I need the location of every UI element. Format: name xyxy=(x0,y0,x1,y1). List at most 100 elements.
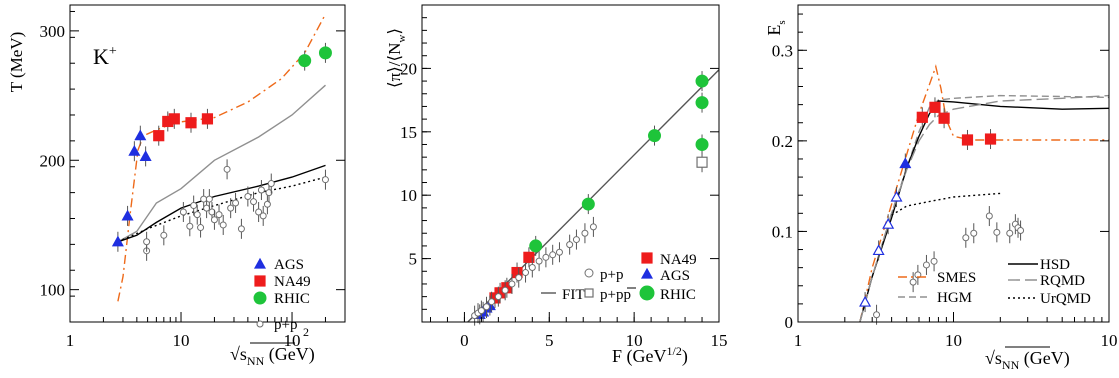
x-axis-label: F (GeV1/2) xyxy=(612,344,688,367)
data-point-pp xyxy=(922,261,930,269)
data-point-pp xyxy=(555,248,563,256)
legend-label-na49: NA49 xyxy=(660,252,697,268)
x-tick-label: 1 xyxy=(794,331,803,350)
legend-marker-pp xyxy=(584,268,594,278)
plot-frame xyxy=(421,4,720,323)
data-point-ags xyxy=(111,235,124,247)
data-point-pp xyxy=(200,195,208,203)
particle-label-main: K xyxy=(93,44,109,69)
data-point-na49 xyxy=(201,113,214,125)
y-tick-label: 300 xyxy=(40,22,66,41)
y-axis-label: ⟨π⟩/⟨Nw⟩ xyxy=(385,28,408,88)
data-point-na49 xyxy=(185,117,197,129)
legend-label-fit: FIT xyxy=(562,287,585,303)
data-point-na49 xyxy=(929,101,941,113)
x-label-s: s xyxy=(240,344,247,364)
legend-label-na49: NA49 xyxy=(274,274,311,290)
x-label-unit: (GeV) xyxy=(264,344,314,365)
data-point-pp xyxy=(219,221,227,229)
data-point-rhic xyxy=(695,96,709,110)
legend-marker-na49 xyxy=(254,275,266,287)
model-curve-black xyxy=(117,164,326,243)
legend-label-rhic: RHIC xyxy=(660,287,696,303)
x-tick-label: 10 xyxy=(284,331,301,350)
data-point-pp xyxy=(589,223,597,231)
fit-line xyxy=(467,69,720,323)
legend-label-urqmd: UrQMD xyxy=(1040,291,1091,307)
data-point-ags xyxy=(899,157,912,169)
legend-label-ags: AGS xyxy=(660,268,690,284)
y-label-main: E xyxy=(764,25,784,36)
y-tick-label: 0.3 xyxy=(772,41,793,60)
y-tick-label: 100 xyxy=(40,281,66,300)
x-tick-label: 0 xyxy=(460,331,469,350)
y-tick-label: 10 xyxy=(400,186,417,205)
data-point-pp xyxy=(215,211,223,219)
data-point-pp xyxy=(581,229,589,237)
data-point-pp xyxy=(205,195,213,203)
data-point-pp xyxy=(873,311,881,319)
data-point-pp xyxy=(237,225,245,233)
x-label-s: s xyxy=(995,348,1002,368)
sqrt-sign: √ xyxy=(230,344,240,364)
data-point-pp xyxy=(210,216,218,224)
x-label-close: ) xyxy=(682,346,688,367)
data-point-pp xyxy=(257,186,265,194)
y-tick-label: 200 xyxy=(40,151,66,170)
data-point-pp xyxy=(696,156,708,168)
legend-label-hsd: HSD xyxy=(1040,257,1070,273)
x-tick-label: 15 xyxy=(711,331,728,350)
y-tick-label: 0.2 xyxy=(772,132,793,151)
model-curve-hsd xyxy=(859,100,1110,323)
legend-label-ppbar: p+pp xyxy=(600,287,631,303)
legend-label-rqmd: RQMD xyxy=(1040,273,1085,289)
data-point-pp xyxy=(1017,227,1025,235)
x-tick-label: 10 xyxy=(945,331,962,350)
x-tick-label: 10 xyxy=(173,331,190,350)
data-point-pp xyxy=(160,231,168,239)
data-point-rhic xyxy=(648,129,662,143)
data-point-rhic xyxy=(318,46,332,60)
data-point-pp xyxy=(186,222,194,230)
data-point-pp xyxy=(930,257,938,265)
data-point-pp xyxy=(542,253,550,261)
data-point-ags xyxy=(139,150,152,161)
data-point-agsopen xyxy=(872,244,885,256)
data-point-na49 xyxy=(961,134,974,146)
legend-label-pp: p+p xyxy=(274,317,297,333)
legend-marker-rhic xyxy=(639,285,655,301)
data-point-na49 xyxy=(523,251,535,263)
y-tick-label: 0.1 xyxy=(772,222,793,241)
data-point-rhic xyxy=(529,239,543,253)
data-point-agsopen xyxy=(859,295,872,307)
data-point-pp xyxy=(566,241,574,249)
data-point-ags xyxy=(134,129,147,141)
data-point-pp xyxy=(143,238,151,246)
y-axis-label: Es xyxy=(764,20,788,35)
data-point-rhic xyxy=(695,74,709,88)
data-point-pp xyxy=(190,202,198,210)
y-label-close: ⟩ xyxy=(385,28,404,35)
x-label-subscript: NN xyxy=(1002,358,1020,372)
data-point-pp xyxy=(501,286,509,294)
data-point-pp xyxy=(1006,229,1014,237)
x-label-main: F (GeV xyxy=(612,346,667,367)
data-point-pp xyxy=(267,180,275,188)
ppbar-main: p+p xyxy=(600,287,623,303)
model-curve-smes xyxy=(117,13,327,302)
plot-frame xyxy=(69,4,346,323)
legend-label-pp: p+p xyxy=(600,267,623,283)
legend-label-smes: SMES xyxy=(937,270,976,286)
x-tick-label: 10 xyxy=(1101,331,1118,350)
data-point-na49 xyxy=(984,133,997,145)
ppbar-bar: p xyxy=(623,287,631,303)
data-point-rhic xyxy=(581,197,595,211)
legend-label-rhic: RHIC xyxy=(274,291,310,307)
legend-marker-ppbar xyxy=(584,288,594,298)
model-curve-gray xyxy=(117,84,326,243)
data-point-rhic xyxy=(695,137,709,151)
data-point-pp xyxy=(522,269,530,277)
data-point-pp xyxy=(535,257,543,265)
